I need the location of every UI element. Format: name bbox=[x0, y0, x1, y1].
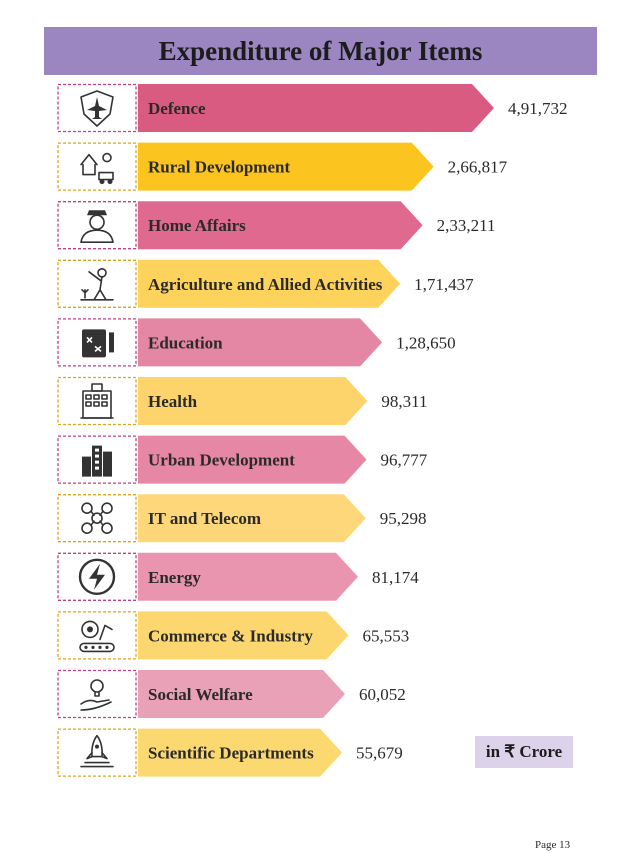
category-label: Energy bbox=[148, 568, 201, 587]
category-label: Defence bbox=[148, 99, 206, 118]
value-label: 98,311 bbox=[381, 392, 427, 411]
category-label: Rural Development bbox=[148, 158, 290, 177]
hospital-icon bbox=[80, 383, 114, 419]
bar bbox=[138, 142, 434, 191]
page-number: Page 13 bbox=[535, 839, 571, 851]
bar bbox=[138, 728, 342, 777]
rural-farm-icon bbox=[80, 152, 114, 185]
chart-title: Expenditure of Major Items bbox=[158, 35, 483, 66]
value-label: 2,66,817 bbox=[448, 158, 508, 177]
category-label: Health bbox=[148, 392, 198, 411]
icon-box bbox=[57, 669, 137, 719]
helping-hand-bulb-icon bbox=[80, 679, 112, 711]
rocket-launch-icon bbox=[80, 734, 114, 768]
industry-gear-icon bbox=[79, 620, 115, 653]
icon-box bbox=[57, 142, 137, 191]
bar bbox=[138, 259, 401, 308]
category-label: Education bbox=[148, 333, 223, 352]
value-label: 2,33,211 bbox=[437, 216, 496, 235]
value-label: 4,91,732 bbox=[508, 99, 568, 118]
icon-box bbox=[57, 494, 137, 543]
network-people-icon bbox=[81, 502, 113, 535]
education-board-icon bbox=[82, 329, 114, 358]
value-label: 1,28,650 bbox=[396, 333, 456, 352]
bar bbox=[138, 670, 345, 718]
energy-bolt-icon bbox=[78, 558, 116, 595]
bar bbox=[138, 611, 349, 660]
category-label: Scientific Departments bbox=[148, 744, 314, 763]
bar bbox=[138, 201, 423, 250]
bar bbox=[138, 84, 494, 132]
chart-title-banner: Expenditure of Major Items bbox=[44, 27, 597, 75]
category-label: Agriculture and Allied Activities bbox=[148, 275, 383, 294]
bar bbox=[138, 552, 358, 601]
police-officer-icon bbox=[80, 210, 114, 243]
value-label: 95,298 bbox=[380, 509, 427, 528]
value-label: 60,052 bbox=[359, 685, 406, 704]
category-label: Home Affairs bbox=[148, 216, 246, 235]
value-label: 81,174 bbox=[372, 568, 419, 587]
category-label: Social Welfare bbox=[148, 685, 253, 704]
category-label: Commerce & Industry bbox=[148, 626, 313, 645]
bar bbox=[138, 318, 383, 367]
bar bbox=[138, 435, 367, 484]
bar bbox=[138, 494, 366, 543]
city-buildings-icon bbox=[82, 445, 112, 477]
bar bbox=[138, 377, 368, 425]
category-label: Urban Development bbox=[148, 451, 295, 470]
value-label: 96,777 bbox=[381, 451, 428, 470]
icon-box bbox=[57, 376, 137, 426]
value-label: 1,71,437 bbox=[414, 275, 474, 294]
shield-jet-icon bbox=[80, 90, 114, 127]
category-label: IT and Telecom bbox=[148, 509, 261, 528]
unit-badge: in ₹ Crore bbox=[475, 736, 573, 768]
value-label: 65,553 bbox=[363, 626, 410, 645]
farmer-icon bbox=[80, 267, 114, 301]
icon-box bbox=[57, 201, 137, 250]
value-label: 55,679 bbox=[356, 744, 403, 763]
